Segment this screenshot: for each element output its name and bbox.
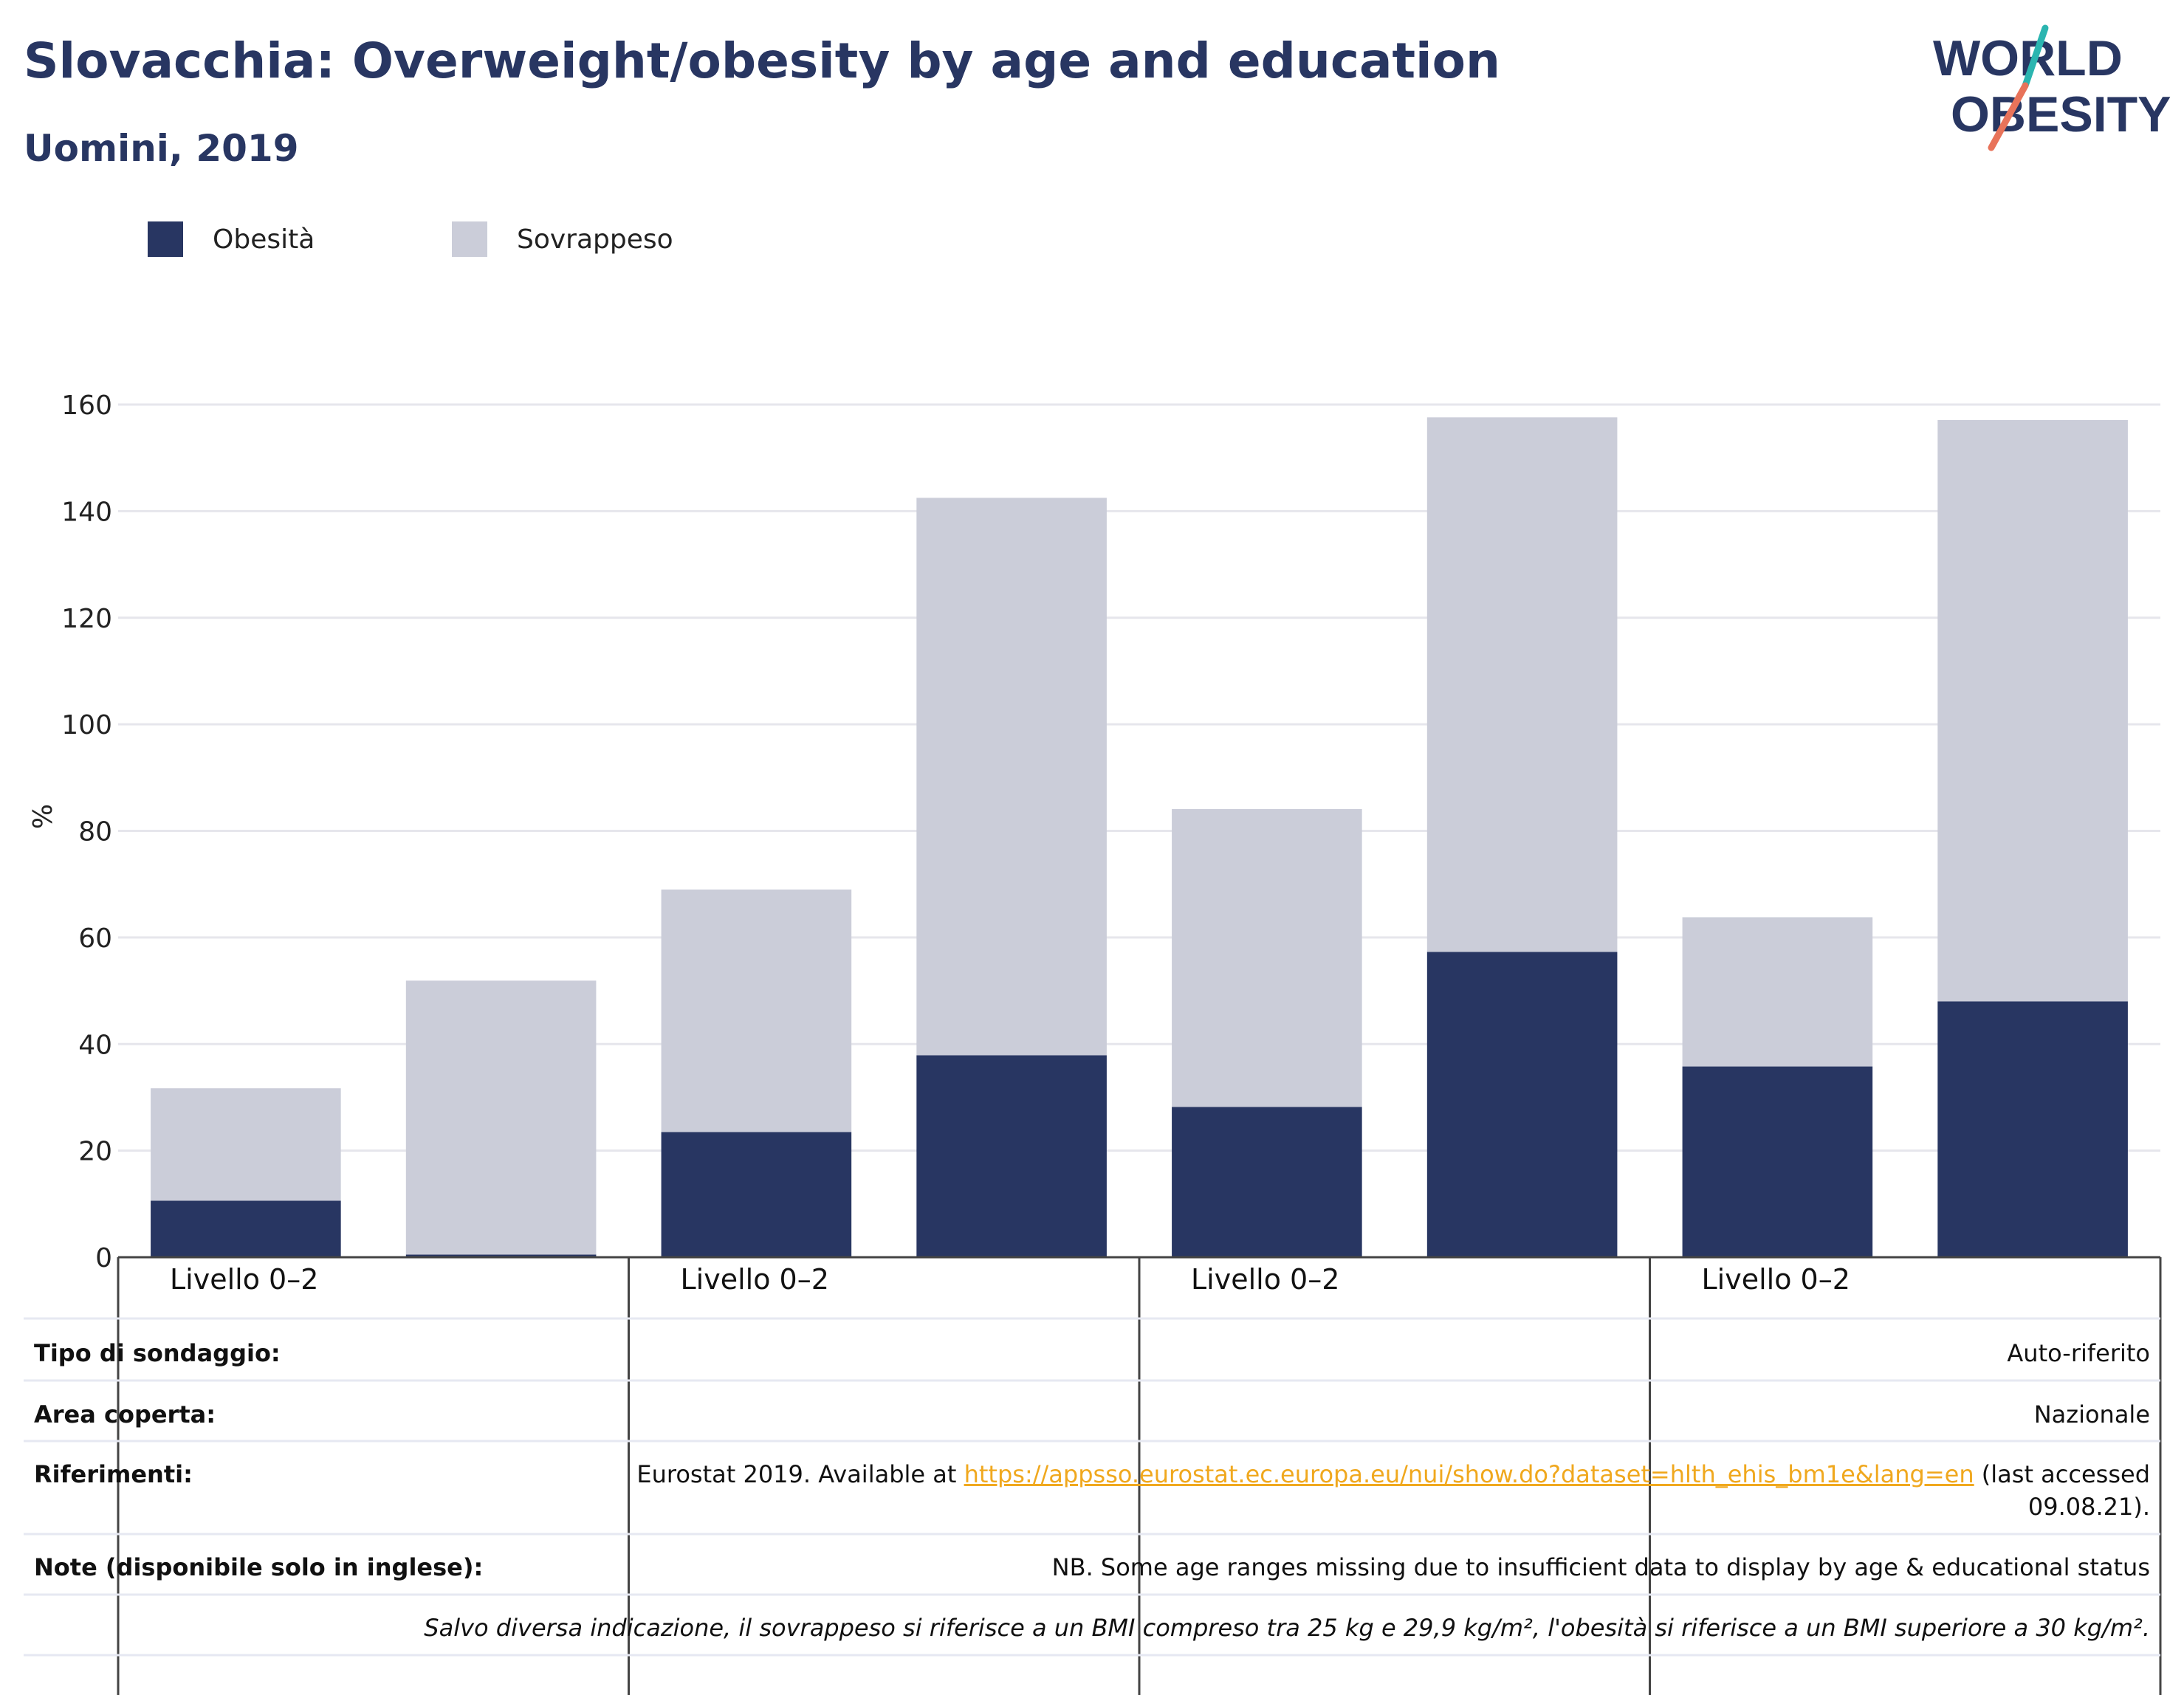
references-line-1: Eurostat 2019. Available at https://apps… — [636, 1460, 2150, 1488]
legend-label-obesity: Obesità — [213, 224, 315, 255]
bars — [151, 417, 2128, 1257]
logo-slash-coral — [1988, 82, 2029, 151]
x-group-label: Livello 0–2 — [1702, 1263, 1850, 1296]
y-tick-label: 40 — [78, 1030, 112, 1060]
y-tick-label: 100 — [61, 710, 112, 740]
logo-slash-teal — [2022, 24, 2049, 89]
bar-overweight — [661, 889, 852, 1132]
logo-line-2: OBESITY — [1951, 86, 2171, 142]
references-date: 09.08.21). — [2027, 1493, 2150, 1521]
y-tick-label: 160 — [61, 391, 112, 421]
x-axis: Livello 0–2 Livello 0–2 Livello 0–2 Livello… — [118, 1256, 2160, 1296]
bar-obesity — [661, 1132, 852, 1257]
legend-label-overweight: Sovrappeso — [517, 224, 673, 255]
bar-obesity — [1172, 1107, 1362, 1257]
survey-type-label: Tipo di sondaggio: — [34, 1339, 281, 1367]
references-suffix: (last accessed — [1981, 1460, 2150, 1488]
y-tick-label: 80 — [78, 817, 112, 848]
legend-swatch-obesity — [148, 221, 183, 257]
chart-subtitle: Uomini, 2019 — [24, 127, 299, 170]
y-axis-label: % — [28, 804, 58, 829]
bar-obesity — [151, 1200, 341, 1257]
bar-obesity — [405, 1254, 597, 1257]
bar-obesity — [1426, 952, 1618, 1257]
y-tick-label: 0 — [95, 1243, 112, 1273]
chart-title: Slovacchia: Overweight/obesity by age an… — [24, 32, 1500, 89]
y-tick-label: 140 — [61, 497, 112, 527]
bar-obesity — [1682, 1066, 1873, 1257]
notes-value: NB. Some age ranges missing due to insuf… — [1051, 1553, 2150, 1581]
bar-overweight — [151, 1088, 341, 1201]
y-axis: 0 20 40 60 80 100 120 140 160 — [61, 391, 112, 1273]
bar-overweight — [1682, 917, 1873, 1067]
x-group-label: Livello 0–2 — [170, 1263, 318, 1296]
area-covered-value: Nazionale — [2033, 1400, 2150, 1428]
area-covered-label: Area coperta: — [34, 1400, 216, 1428]
bar-overweight — [1937, 419, 2128, 1002]
bar-obesity — [916, 1055, 1107, 1257]
survey-type-value: Auto-riferito — [2007, 1339, 2150, 1367]
x-group-label: Livello 0–2 — [681, 1263, 829, 1296]
bar-overweight — [916, 498, 1107, 1056]
world-obesity-logo: WORLD OBESITY — [1933, 24, 2171, 151]
y-tick-label: 120 — [61, 604, 112, 634]
bar-overweight — [405, 980, 597, 1255]
y-tick-label: 60 — [78, 924, 112, 954]
info-table-lines — [24, 1257, 2162, 1695]
references-link[interactable]: https://appsso.eurostat.ec.europa.eu/nui… — [964, 1460, 1974, 1488]
legend-swatch-overweight — [452, 221, 487, 257]
legend-item-overweight[interactable]: Sovrappeso — [452, 219, 673, 260]
x-group-label: Livello 0–2 — [1191, 1263, 1339, 1296]
references-label: Riferimenti: — [34, 1460, 193, 1488]
bar-obesity — [1937, 1001, 2128, 1257]
bar-overweight — [1426, 417, 1618, 952]
legend-item-obesity[interactable]: Obesità — [148, 219, 315, 260]
references-prefix: Eurostat 2019. Available at — [636, 1460, 957, 1488]
notes-label: Note (disponibile solo in inglese): — [34, 1553, 484, 1581]
definition-note: Salvo diversa indicazione, il sovrappeso… — [424, 1614, 2150, 1642]
bar-overweight — [1172, 808, 1362, 1107]
y-tick-label: 20 — [78, 1137, 112, 1167]
